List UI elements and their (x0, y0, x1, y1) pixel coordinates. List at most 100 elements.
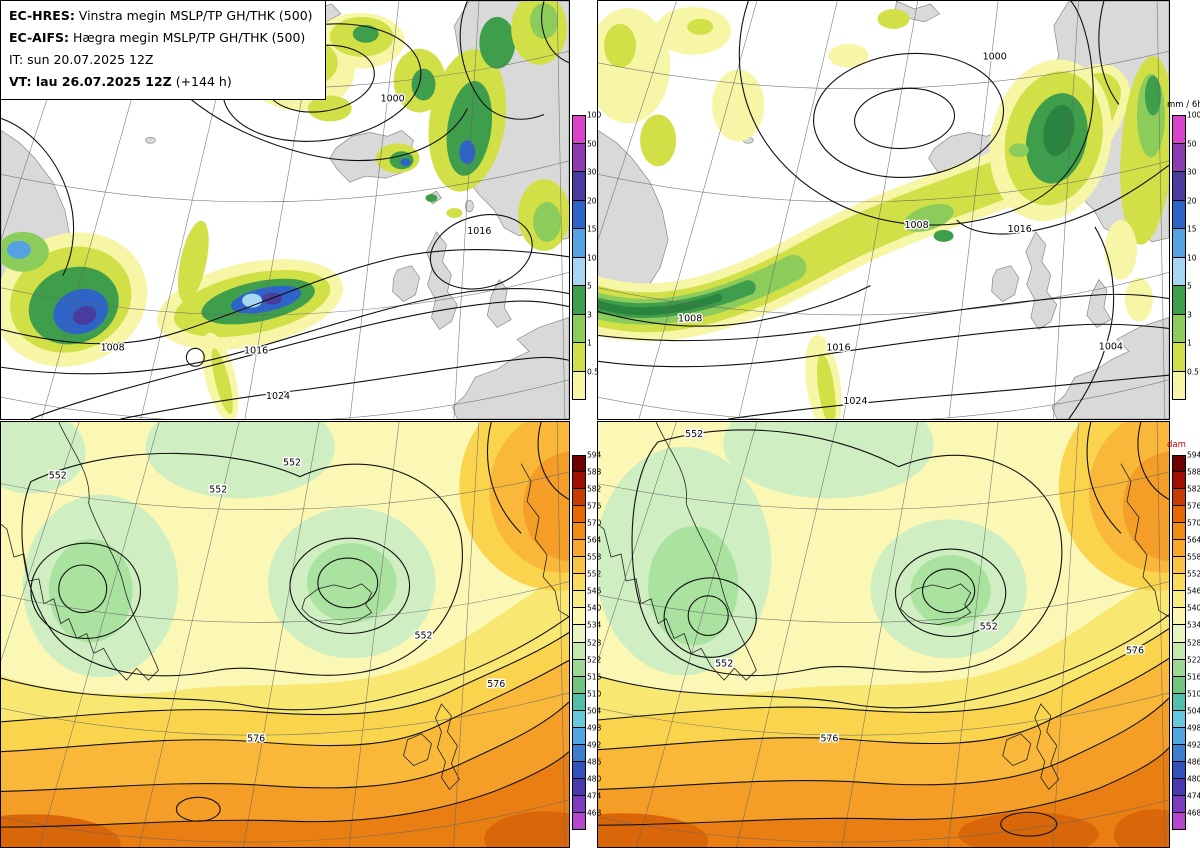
colorbar-segment: 510 (1172, 690, 1200, 711)
isobar-labels: 1000 1008 1016 1008 1016 1024 1004 (677, 50, 1125, 408)
contour-label: 1000 (983, 52, 1007, 63)
colorbar-segment: 0.5 (572, 368, 602, 400)
colorbar-segment: 516 (572, 673, 602, 694)
colorbar-unit-label: mm / 6h (1167, 100, 1200, 110)
isobar-contours (598, 1, 1169, 419)
model-left-line: EC-HRES: Vinstra megin MSLP/TP GH/THK (5… (9, 5, 313, 27)
precipitation-colorbar: mm / 6h 100 50 30 20 15 10 5 3 1 0.5 (1167, 100, 1200, 400)
colorbar-segment: 486 (572, 758, 602, 779)
colorbar-segment: 510 (572, 690, 602, 711)
contour-label: 1000 (381, 94, 405, 105)
colorbar-segment: 10 (572, 254, 602, 286)
colorbar-segment: 50 (1172, 140, 1200, 172)
colorbar-segment: 588 (1172, 469, 1200, 490)
contour-label: 1008 (678, 313, 702, 324)
colorbar-segment: 468 (572, 810, 602, 831)
height-contour-labels: 552 552 552 576 576 (684, 428, 1146, 747)
contour-label: 576 (247, 734, 265, 745)
colorbar-segment: 594 (1172, 452, 1200, 473)
colorbar-segment: 546 (572, 588, 602, 609)
colorbar-segment: 546 (1172, 588, 1200, 609)
contour-label: 1016 (244, 345, 268, 356)
contour-label: 552 (209, 485, 227, 496)
isobar-labels: 1000 1016 1008 1016 1024 (99, 92, 493, 403)
colorbar-segment: 582 (1172, 486, 1200, 507)
valid-time: VT: lau 26.07.2025 12Z (9, 74, 172, 89)
colorbar-scale: 594 588 582 576 570 564 558 552 546 540 534 528 522 5… (572, 452, 602, 831)
colorbar-segment: 1 (572, 340, 602, 372)
init-time-line: IT: sun 20.07.2025 12Z (9, 52, 154, 67)
colorbar-segment: 3 (1172, 311, 1200, 343)
colorbar-segment: 582 (572, 486, 602, 507)
valid-time-line: VT: lau 26.07.2025 12Z (+144 h) (9, 71, 313, 93)
contour-label: 1016 (826, 342, 850, 353)
height-contours (1, 422, 569, 828)
map-panel-ecaifs-mslp-tp: 1000 1008 1016 1008 1016 1024 1004 (597, 0, 1170, 420)
geopotential-colorbar: 594 588 582 576 570 564 558 552 546 540 534 528 522 5… (572, 452, 602, 831)
model-right-line: EC-AIFS: Hægra megin MSLP/TP GH/THK (500… (9, 27, 313, 49)
model-right-text: Hægra megin MSLP/TP GH/THK (500) (69, 30, 306, 45)
colorbar-segment: 588 (572, 469, 602, 490)
colorbar-segment: 3 (572, 311, 602, 343)
contour-label: 552 (715, 658, 733, 669)
colorbar-segment: 540 (572, 605, 602, 626)
colorbar-segment: 20 (1172, 197, 1200, 229)
model-left-text: Vinstra megin MSLP/TP GH/THK (500) (74, 8, 313, 23)
contour-label: 1008 (904, 220, 928, 231)
colorbar-scale: 100 50 30 20 15 10 5 3 1 0.5 (1172, 112, 1200, 400)
colorbar-segment: 20 (572, 197, 602, 229)
colorbar-segment: 498 (1172, 724, 1200, 745)
colorbar-segment: 552 (572, 571, 602, 592)
colorbar-segment: 558 (572, 554, 602, 575)
colorbar-segment: 474 (572, 793, 602, 813)
colorbar-segment: 498 (572, 724, 602, 745)
colorbar-segment: 15 (572, 226, 602, 258)
contour-label: 1008 (101, 342, 125, 353)
map-panel-ecaifs-gh-thk: 552 552 552 576 576 (597, 421, 1170, 848)
colorbar-segment: 100 (572, 112, 602, 144)
precipitation-layer (598, 6, 1169, 419)
contour-label: 1016 (1008, 224, 1032, 235)
colorbar-segment: 480 (572, 776, 602, 796)
colorbar-segment: 474 (1172, 793, 1200, 813)
run-info-box: EC-HRES: Vinstra megin MSLP/TP GH/THK (5… (0, 0, 326, 100)
contour-label: 552 (414, 630, 432, 641)
colorbar-segment: 5 (572, 283, 602, 315)
colorbar-segment: 564 (1172, 537, 1200, 558)
colorbar-segment: 564 (572, 537, 602, 558)
colorbar-segment: 522 (1172, 656, 1200, 677)
colorbar-segment: 576 (1172, 503, 1200, 524)
colorbar-segment: 504 (1172, 707, 1200, 728)
colorbar-segment: 528 (572, 639, 602, 660)
contour-label: 552 (49, 471, 67, 482)
valid-offset: (+144 h) (171, 74, 232, 89)
colorbar-segment: 540 (1172, 605, 1200, 626)
colorbar-segment: 552 (1172, 571, 1200, 592)
colorbar-segment: 486 (1172, 758, 1200, 779)
colorbar-segment: 570 (1172, 520, 1200, 541)
colorbar-segment: 30 (1172, 169, 1200, 201)
colorbar-segment: 5 (1172, 283, 1200, 315)
colorbar-segment: 492 (572, 741, 602, 762)
colorbar-segment: 1 (1172, 340, 1200, 372)
contour-label: 552 (283, 458, 301, 469)
contour-label: 552 (685, 429, 703, 440)
colorbar-scale: 594 588 582 576 570 564 558 552 546 540 534 528 522 5… (1172, 452, 1200, 831)
colorbar-segment: 534 (1172, 622, 1200, 643)
contour-label: 1024 (266, 391, 290, 402)
height-field-layer (1, 422, 569, 847)
colorbar-segment: 50 (572, 140, 602, 172)
colorbar-segment: 504 (572, 707, 602, 728)
precipitation-colorbar: 100 50 30 20 15 10 5 3 1 0.5 (572, 112, 602, 400)
colorbar-segment: 516 (1172, 673, 1200, 694)
geopotential-colorbar: dam 594 588 582 576 570 564 558 552 546 540 534 528… (1167, 440, 1200, 831)
colorbar-segment: 594 (572, 452, 602, 473)
colorbar-unit-label: dam (1167, 440, 1186, 450)
colorbar-segment: 15 (1172, 226, 1200, 258)
model-left-label: EC-HRES: (9, 8, 75, 23)
colorbar-segment: 468 (1172, 810, 1200, 831)
colorbar-segment: 534 (572, 622, 602, 643)
colorbar-segment: 558 (1172, 554, 1200, 575)
colorbar-segment: 528 (1172, 639, 1200, 660)
